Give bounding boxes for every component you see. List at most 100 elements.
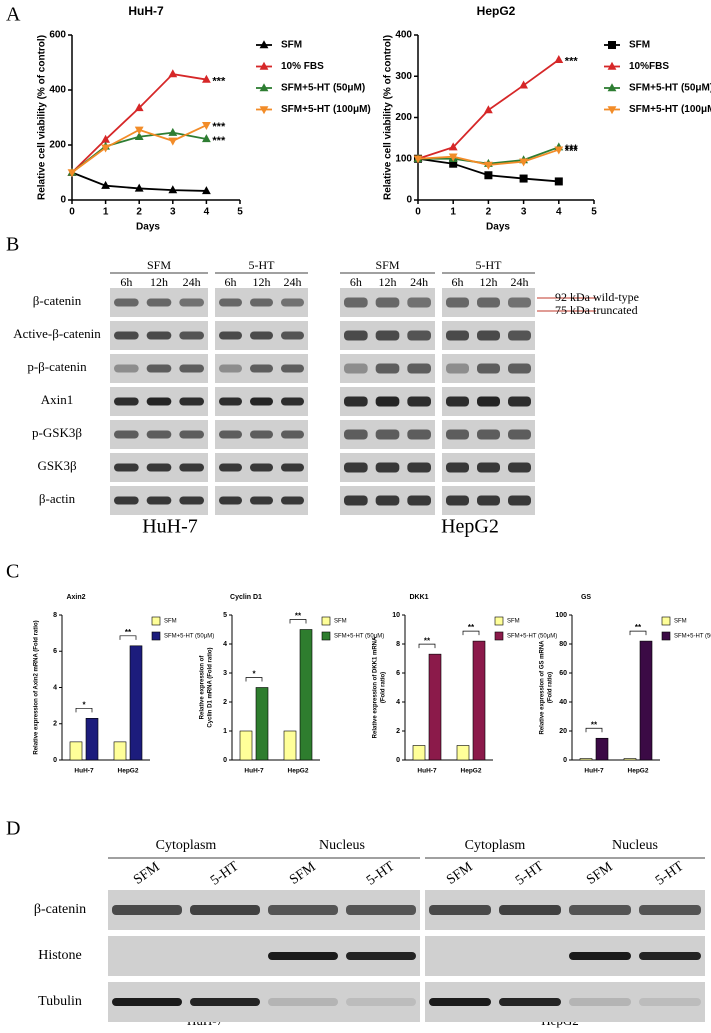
legend-marker [259, 106, 269, 115]
band [446, 495, 469, 506]
legend-label: SFM [674, 619, 687, 625]
y-tick-label: 4 [396, 699, 400, 706]
bar [239, 730, 253, 761]
band [219, 298, 242, 307]
significance-bracket [629, 630, 647, 636]
band [146, 397, 172, 406]
legend-swatch [321, 631, 331, 641]
band [477, 396, 500, 407]
data-point [413, 155, 423, 164]
y-tick-label: 600 [49, 30, 66, 41]
band [344, 297, 368, 308]
band [429, 905, 491, 915]
band [281, 496, 304, 505]
band [114, 331, 139, 340]
band [639, 998, 701, 1006]
band [375, 363, 400, 374]
timepoint-label: 24h [511, 275, 529, 289]
legend-label: SFM+5-HT (50μM) [674, 634, 711, 640]
y-tick-label: 4 [223, 641, 227, 648]
timepoint-label: 24h [410, 275, 428, 289]
band [219, 331, 242, 340]
band [446, 429, 469, 440]
band [344, 363, 368, 374]
y-tick-label: 8 [53, 612, 57, 619]
band [407, 495, 431, 506]
band [499, 998, 561, 1006]
data-point [202, 122, 211, 130]
panel-label: D [6, 818, 20, 840]
data-point [168, 69, 178, 78]
row-label: Active-β-catenin [13, 326, 101, 341]
x-tick-label: 3 [170, 207, 176, 218]
band [477, 429, 500, 440]
treatment-label: 5-HT [249, 258, 276, 272]
significance: * [82, 700, 86, 709]
y-tick-label: 5 [223, 612, 227, 619]
y-axis-label: Relative expression of [200, 655, 206, 720]
x-tick-label: 3 [521, 207, 527, 218]
treatment-label: 5-HT [476, 258, 503, 272]
data-point [101, 134, 110, 143]
legend-label: SFM [629, 40, 650, 51]
band [219, 397, 242, 406]
band [569, 905, 631, 915]
treatment-label: SFM [375, 258, 399, 272]
band [407, 429, 431, 440]
band [477, 363, 500, 374]
x-tick-label: HepG2 [461, 768, 482, 775]
data-point [554, 177, 563, 186]
bar [428, 653, 442, 761]
data-point [134, 126, 144, 135]
band [219, 430, 242, 439]
significance: *** [565, 56, 579, 68]
bar [595, 737, 609, 761]
bar [299, 629, 313, 761]
significance: ** [125, 628, 132, 637]
x-tick-label: HuH-7 [244, 768, 264, 775]
band [146, 496, 172, 505]
data-point [168, 127, 178, 136]
band [179, 331, 204, 340]
y-tick-label: 0 [223, 757, 227, 764]
row-label: β-actin [39, 491, 76, 506]
band [446, 363, 469, 374]
band [407, 363, 431, 374]
band [281, 463, 304, 472]
significance: *** [565, 146, 579, 158]
x-tick-label: 1 [103, 207, 109, 218]
y-tick-label: 200 [395, 112, 412, 123]
y-tick-label: 3 [223, 670, 227, 677]
legend-swatch [494, 631, 504, 641]
y-tick-label: 10 [392, 612, 400, 619]
y-tick-label: 6 [53, 648, 57, 655]
x-tick-label: 5 [591, 207, 597, 218]
bar [255, 687, 269, 761]
y-axis-label: (Fold ratio) [381, 672, 387, 703]
bar [639, 640, 653, 761]
fraction-label: Nucleus [612, 838, 658, 853]
significance-bracket [245, 677, 263, 682]
y-axis-label: Relative cell viability (% of control) [383, 35, 394, 200]
y-tick-label: 0 [53, 757, 57, 764]
bar [412, 745, 426, 761]
chart-title: HuH-7 [128, 4, 164, 18]
row-label: GSK3β [37, 458, 77, 473]
band [569, 952, 631, 960]
band [375, 429, 400, 440]
band [429, 998, 491, 1006]
band [508, 363, 531, 374]
significance-bracket [75, 707, 93, 713]
x-axis-label: Days [136, 222, 160, 233]
x-tick-label: HepG2 [628, 768, 649, 775]
band [112, 905, 182, 915]
band [477, 297, 500, 308]
band [114, 397, 139, 406]
legend-label: SFM [164, 619, 177, 625]
band [508, 297, 531, 308]
timepoint-label: 24h [284, 275, 302, 289]
legend-label: SFM+5-HT (50μM) [281, 83, 365, 94]
band [114, 496, 139, 505]
